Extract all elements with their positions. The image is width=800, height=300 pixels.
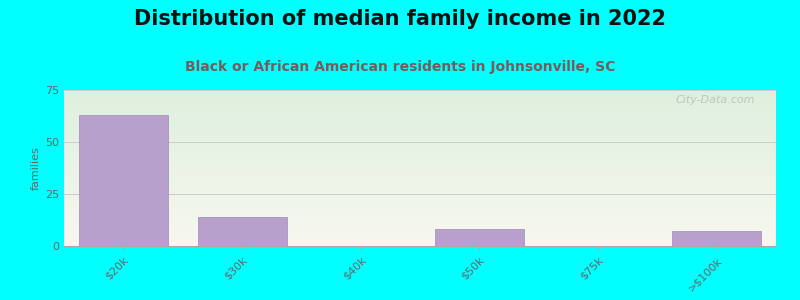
Bar (198, 217, 286, 246)
Bar (672, 231, 761, 246)
Text: City-Data.com: City-Data.com (675, 95, 754, 105)
Bar (79, 115, 168, 246)
Text: Black or African American residents in Johnsonville, SC: Black or African American residents in J… (185, 60, 615, 74)
Text: Distribution of median family income in 2022: Distribution of median family income in … (134, 9, 666, 29)
Y-axis label: families: families (31, 146, 41, 190)
Bar (435, 230, 524, 246)
